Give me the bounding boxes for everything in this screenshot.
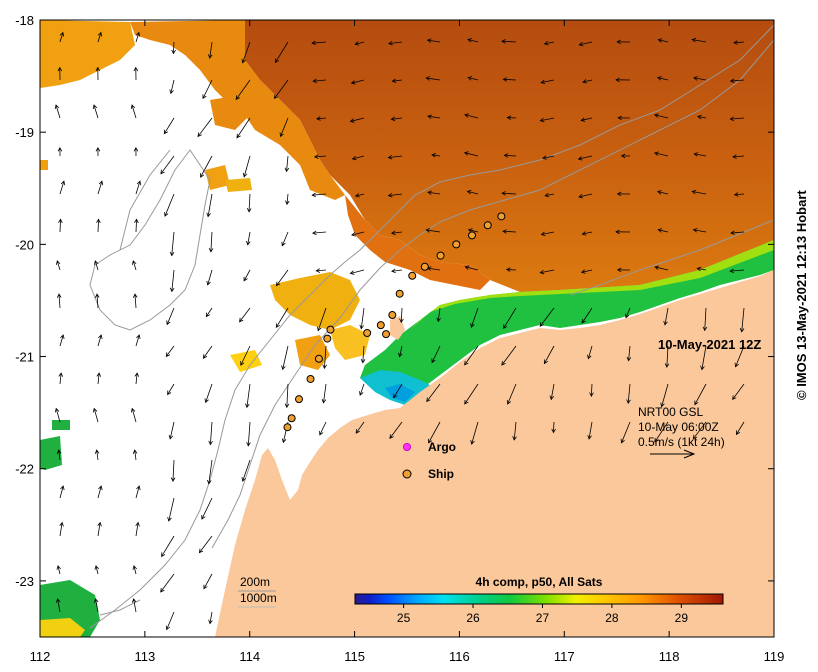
ship-marker-icon [402, 469, 412, 479]
colorbar-tick-label: 27 [536, 611, 550, 625]
colorbar [354, 593, 724, 605]
ship-marker [306, 374, 315, 383]
lat-tick-label: -18 [15, 13, 34, 28]
sst-patch [205, 165, 230, 190]
sst-cyan-patch [385, 384, 415, 402]
lon-tick-label: 117 [554, 649, 575, 664]
date-label: 10-May-2021 12Z [658, 337, 761, 352]
ship-marker [395, 289, 404, 298]
ship-marker [376, 321, 385, 330]
land-mainland [215, 270, 774, 637]
ship-marker [436, 251, 445, 260]
ship-marker [326, 325, 335, 334]
credit-label: © IMOS 13-May-2021 12:13 Hobart [794, 190, 809, 400]
ship-marker [497, 212, 506, 221]
lon-tick-label: 113 [134, 649, 155, 664]
colorbar-title: 4h comp, p50, All Sats [476, 575, 603, 589]
ship-marker [382, 330, 391, 339]
ship-marker [294, 395, 303, 404]
axis-ticks [39, 19, 775, 637]
sst-patch [40, 160, 48, 170]
ship-marker [314, 354, 323, 363]
lat-tick-label: -21 [15, 350, 34, 365]
ship-marker [287, 414, 296, 423]
ship-marker [323, 334, 332, 343]
axis-tick-labels: 112 113 114 115 116 117 118 119 -18 -19 -20 -21 -22 -… [15, 13, 784, 664]
argo-marker-icon [403, 443, 411, 451]
sst-patch [330, 325, 370, 360]
ship-markers [283, 212, 506, 432]
ship-marker [363, 328, 372, 337]
current-vectors [54, 31, 745, 631]
ship-marker [408, 271, 417, 280]
ship-marker [483, 221, 492, 230]
lon-tick-label: 116 [449, 649, 470, 664]
ship-marker [420, 262, 429, 271]
sst-patch [225, 178, 252, 192]
lat-tick-label: -19 [15, 125, 34, 140]
sst-west-green-small [52, 420, 70, 430]
sst-west-green [40, 436, 62, 470]
lon-tick-label: 115 [344, 649, 365, 664]
isobath-1000m-label: 1000m [240, 591, 277, 605]
currents-scale: 0.5m/s (1kt 24h) [638, 435, 725, 449]
sst-orange-patch-east [345, 195, 490, 290]
lat-tick-label: -22 [15, 462, 34, 477]
isobaths [89, 24, 774, 629]
argo-label: Argo [428, 440, 456, 454]
sst-patch [230, 350, 262, 372]
sst-sw-yellow [40, 618, 85, 637]
ship-marker [388, 311, 397, 320]
colorbar-tick-label: 26 [466, 611, 480, 625]
lon-tick-label: 112 [30, 649, 51, 664]
ship-marker [468, 231, 477, 240]
lat-tick-label: -20 [15, 237, 34, 252]
colorbar-tick-label: 25 [397, 611, 411, 625]
plot-frame [39, 19, 775, 638]
ship-label: Ship [428, 467, 454, 481]
lon-tick-label: 114 [239, 649, 260, 664]
lon-tick-label: 119 [764, 649, 785, 664]
isobath-200m-label: 200m [240, 575, 270, 589]
sst-patch [270, 272, 360, 330]
sst-patch [210, 95, 250, 130]
sst-orange-patch-west [40, 20, 135, 88]
scale-arrow-icon [650, 449, 696, 459]
ship-marker [283, 423, 292, 432]
lat-tick-label: -23 [15, 574, 34, 589]
lon-tick-label: 118 [659, 649, 680, 664]
currents-product: NRT00 GSL [638, 405, 703, 419]
colorbar-tick-label: 29 [675, 611, 689, 625]
currents-date: 10-May 06:00Z [638, 420, 719, 434]
ship-marker [452, 240, 461, 249]
colorbar-tick-label: 28 [605, 611, 619, 625]
colorbar-ticks: 25 26 27 28 29 [397, 604, 688, 625]
